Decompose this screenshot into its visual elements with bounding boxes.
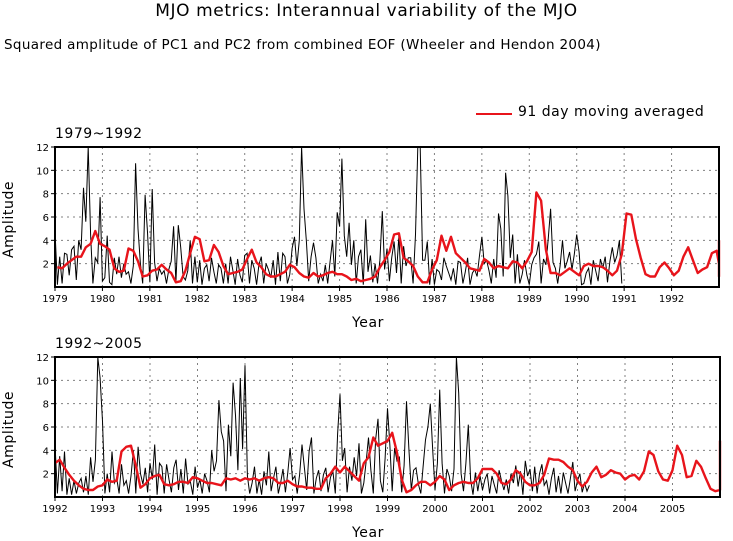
x-tick-label: 1996 [232,504,257,515]
x-tick-label: 1990 [564,294,589,305]
legend-label: 91 day moving averaged [518,104,705,120]
figure-subtitle: Squared amplitude of PC1 and PC2 from co… [4,37,601,53]
y-tick-label: 12 [36,143,49,154]
x-tick-label: 1982 [185,294,210,305]
x-tick-label: 1983 [232,294,257,305]
x-tick-label: 2005 [660,504,685,515]
x-tick-label: 1999 [375,504,400,515]
x-tick-label: 2000 [422,504,447,515]
x-tick-label: 1984 [279,294,304,305]
y-tick-label: 2 [43,260,49,271]
x-tick-label: 1985 [327,294,352,305]
y-tick-label: 10 [36,166,49,177]
x-tick-label: 1987 [422,294,447,305]
panel-1979-1992: 2 4 6 8 10 12 1979 1980 1981 1982 1983 1984 1985 1986… [36,143,721,305]
x-tick-label: 1988 [469,294,494,305]
moving-average-line [54,431,722,494]
x-tick-label: 1986 [374,294,399,305]
figure-title: MJO metrics: Interannual variability of … [155,1,578,21]
x-tick-label: 1994 [137,504,162,515]
panel-1-title: 1979~1992 [55,126,143,142]
panel-2-title: 1992~2005 [55,336,143,352]
y-tick-label: 6 [43,423,49,434]
moving-average-line [57,191,721,284]
x-tick-label: 1998 [327,504,352,515]
y-tick-label: 8 [43,400,49,411]
x-tick-label: 1993 [90,504,115,515]
panel-1-xlabel: Year [352,315,385,331]
x-tick-label: 1992 [659,294,684,305]
x-tick-label: 2003 [565,504,590,515]
x-tick-label: 1991 [611,294,636,305]
x-tick-label: 1997 [280,504,305,515]
x-tick-label: 2002 [517,504,542,515]
x-tick-label: 1979 [42,294,67,305]
x-tick-label: 1981 [137,294,162,305]
daily-amplitude-line [54,356,590,495]
y-tick-label: 2 [43,470,49,481]
y-tick-label: 12 [36,353,49,364]
y-tick-label: 8 [43,190,49,201]
y-tick-label: 6 [43,213,49,224]
panel-1992-2005: 2 4 6 8 10 12 1992 1993 1994 1995 1996 1997 1998 1999… [36,353,722,515]
x-tick-label: 1992 [42,504,67,515]
y-tick-label: 4 [43,446,49,457]
x-tick-label: 1989 [517,294,542,305]
y-tick-label: 4 [43,236,49,247]
x-tick-label: 2001 [470,504,495,515]
x-tick-label: 2004 [612,504,637,515]
x-tick-label: 1995 [185,504,210,515]
y-tick-label: 10 [36,376,49,387]
x-tick-label: 1980 [90,294,115,305]
legend-swatch-red-line [476,113,512,115]
panel-2-xlabel: Year [352,525,385,541]
